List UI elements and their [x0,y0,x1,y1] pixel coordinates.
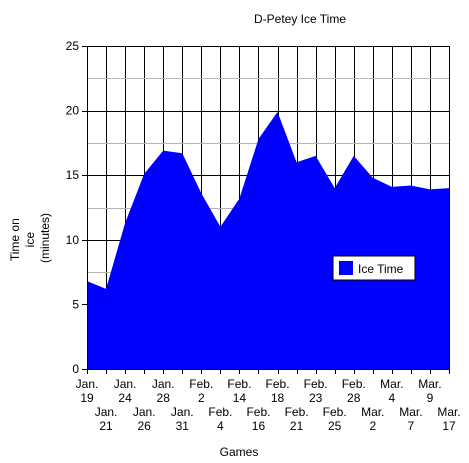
x-tick-label: Mar. 17 [437,405,460,433]
chart-title: D-Petey Ice Time [254,12,346,26]
y-tick-label: 20 [66,104,80,118]
y-tick-label: 5 [72,297,79,311]
x-axis-label: Games [220,445,259,459]
y-tick-label: 10 [66,233,80,247]
x-tick-label: Mar. 4 [380,377,403,405]
y-axis-label: Time on ice (minutes) [8,213,52,263]
x-tick-label: Feb. 28 [342,377,366,405]
x-tick-label: Feb. 2 [189,377,213,405]
x-tick-label: Jan. 26 [133,405,156,433]
x-tick-label: Mar. 9 [418,377,441,405]
x-tick-label: Mar. 2 [361,405,384,433]
x-tick-label: Jan. 31 [171,405,194,433]
x-tick-label: Jan. 24 [114,377,137,405]
x-tick-label: Jan. 21 [95,405,118,433]
y-axis-label-line-2: ice [23,232,37,248]
x-tick-label: Jan. 19 [76,377,99,405]
y-axis-label-line-1: Time on [8,218,22,261]
x-tick-label: Feb. 14 [227,377,251,405]
svg-text:Time on ice (minut: Time on ice (minutes) [8,213,52,263]
x-tick-label: Feb. 21 [285,405,309,433]
x-tick-label: Mar. 7 [399,405,422,433]
legend-swatch [339,261,353,275]
x-tick-label: Feb. 23 [304,377,328,405]
x-tick-label: Feb. 16 [246,405,270,433]
x-tick-label: Feb. 18 [266,377,290,405]
y-axis-label-line-3: (minutes) [38,213,52,263]
y-tick-label: 0 [72,362,79,376]
legend-label: Ice Time [358,262,404,276]
ice-time-area [87,111,449,369]
axes [82,46,450,374]
legend: Ice Time [332,255,416,281]
y-tick-label: 15 [66,168,80,182]
x-tick-label: Jan. 28 [152,377,175,405]
y-tick-labels: 0 5 10 15 20 25 [66,39,80,376]
x-tick-label: Feb. 25 [323,405,347,433]
y-tick-label: 25 [66,39,80,53]
x-tick-label: Feb. 4 [208,405,232,433]
